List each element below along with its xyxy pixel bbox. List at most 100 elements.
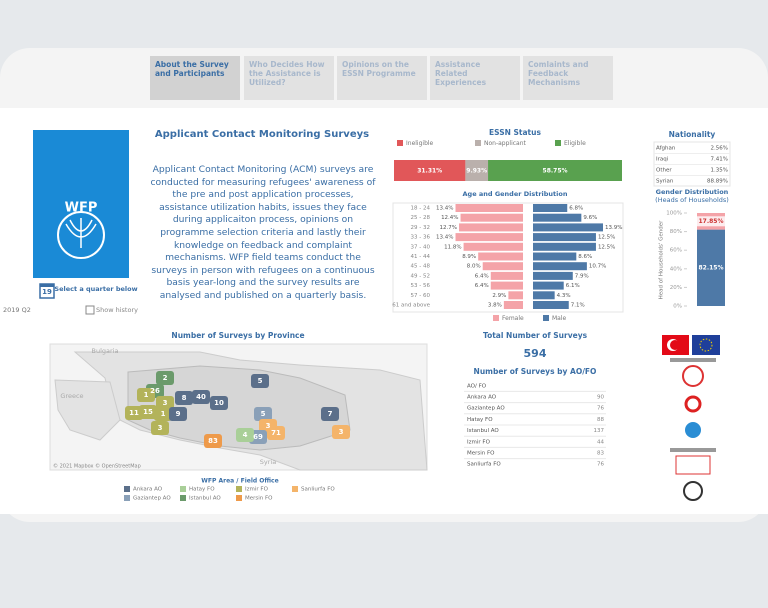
value-label: 8.0% (467, 264, 481, 270)
legend-swatch (397, 140, 403, 146)
legend-swatch (292, 486, 298, 492)
value-label: 13.9% (605, 225, 622, 231)
y-tick-label: 20% (670, 285, 682, 291)
label-box (697, 216, 725, 227)
bar-female (478, 252, 523, 261)
office-count: 90 (597, 395, 604, 401)
province-count: 3 (158, 424, 163, 432)
map-land (54, 379, 121, 441)
bar-male (533, 262, 587, 271)
logo-bar (670, 448, 716, 452)
bar-female (482, 262, 523, 271)
province-count: 1 (161, 410, 166, 418)
province-count: 7 (328, 410, 333, 418)
select-label: Select a quarter below (54, 285, 137, 293)
nationality-value: 88.89% (707, 179, 728, 185)
wfp-emblem (65, 218, 97, 248)
province (156, 396, 174, 410)
bar-segment (394, 160, 466, 181)
bar-male (533, 281, 564, 290)
tab[interactable]: Who Decides How the Assistance is Utiliz… (244, 56, 334, 100)
nationality-name: Afghan (656, 146, 676, 152)
bar-female (459, 223, 523, 232)
province (175, 391, 193, 405)
category-label: 18 - 24 (411, 206, 431, 212)
y-axis-label: Head of Households' Gender (659, 220, 665, 299)
wfp-emblem (57, 211, 105, 259)
province-count: 10 (214, 399, 224, 407)
value-label: 11.8% (444, 244, 461, 250)
legend-swatch (180, 495, 186, 501)
map-credit: © 2021 Mapbox © OpenStreetMap (53, 463, 141, 470)
province-count: 71 (271, 429, 281, 437)
table-title: Nationality (669, 130, 716, 139)
province-count: 40 (196, 393, 206, 401)
value-label: 12.7% (440, 225, 457, 231)
legend-label: Ankara AO (133, 487, 163, 493)
province (236, 428, 254, 442)
province-count: 15 (143, 408, 153, 416)
province-count: 3 (266, 422, 271, 430)
chart-subtitle: (Heads of Households) (655, 196, 729, 204)
legend-swatch (543, 315, 549, 321)
value-label: 17.85% (699, 218, 724, 225)
tab[interactable]: Comlaints and Feedback Mechanisms (523, 56, 613, 100)
chart-title: ESSN Status (489, 128, 541, 137)
age-frame (392, 202, 624, 313)
office-count: 76 (597, 406, 604, 412)
province-count: 9 (176, 410, 181, 418)
legend-label: Eligible (564, 140, 586, 147)
province-count: 4 (243, 431, 248, 439)
calendar-icon (40, 284, 54, 287)
legend-label: Mersin FO (245, 496, 273, 502)
tab[interactable]: About the Survey and Participants (150, 56, 240, 100)
province-count: 11 (129, 409, 139, 417)
bar-female (508, 291, 523, 300)
province (156, 371, 174, 385)
province (192, 390, 210, 404)
tab[interactable]: Opinions on the ESSN Programme (337, 56, 427, 100)
value-label: 31.31% (417, 168, 442, 175)
legend-label: Female (502, 315, 524, 322)
value-label: 2.9% (492, 293, 506, 299)
bar-female (490, 271, 523, 280)
office-name: Hatay FO (467, 417, 493, 423)
province-count: 69 (253, 433, 263, 441)
intro-text: Applicant Contact Monitoring (ACM) surve… (150, 164, 376, 301)
value-label: 3.8% (488, 303, 502, 309)
total-title: Total Number of Surveys (483, 331, 588, 340)
place-label: Syria (260, 458, 276, 466)
province-count: 1 (144, 391, 149, 399)
office-count: 137 (594, 428, 605, 434)
table-header: AO/ FO (467, 384, 487, 390)
bar-male (533, 271, 573, 280)
total-value: 594 (524, 347, 547, 360)
checkbox[interactable] (85, 305, 95, 315)
legend-label: Istanbul AO (189, 496, 221, 502)
show-history[interactable]: Show history (96, 306, 138, 314)
value-label: 7.9% (575, 273, 589, 279)
legend-swatch (124, 495, 130, 501)
bar-female (455, 204, 523, 212)
office-count: 88 (597, 417, 604, 423)
category-label: 25 - 28 (411, 215, 431, 221)
province-count: 2 (163, 374, 168, 382)
category-label: 49 - 52 (411, 273, 430, 279)
bar-male (533, 242, 596, 251)
legend-label: Hatay FO (189, 487, 215, 493)
office-name: Izmir FO (467, 439, 491, 445)
province-count: 83 (208, 437, 218, 445)
bar-male (533, 204, 568, 212)
y-tick-label: 60% (670, 248, 682, 254)
bar-male (533, 301, 569, 309)
value-label: 6.4% (475, 283, 489, 289)
table-title: Number of Surveys by AO/FO (474, 367, 597, 376)
quarter[interactable]: 2019 Q2 (3, 306, 31, 314)
map-title: Number of Surveys by Province (171, 331, 304, 340)
bar-female (460, 213, 523, 222)
tab[interactable]: Assistance Related Experiences (430, 56, 520, 100)
value-label: 6.4% (475, 273, 489, 279)
bar-male (533, 233, 596, 242)
province (251, 374, 269, 388)
